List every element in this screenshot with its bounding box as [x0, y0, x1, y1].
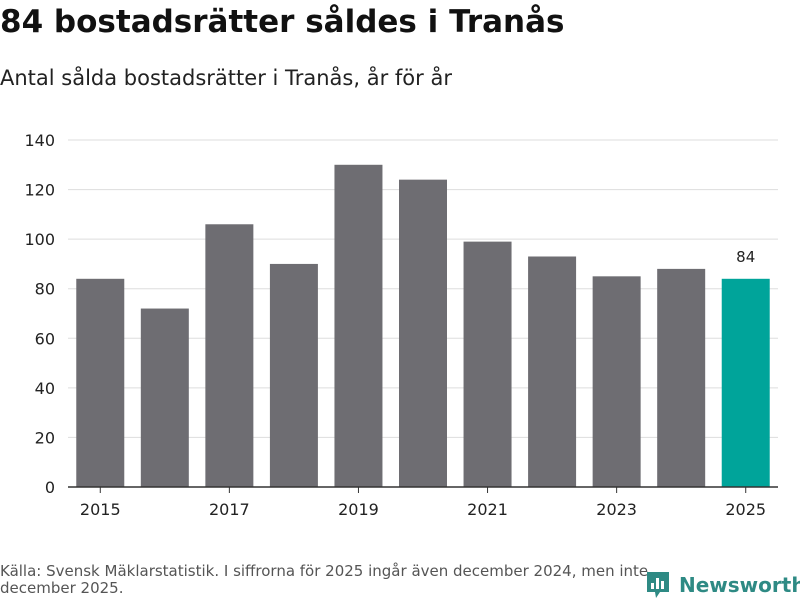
brand-logo: Newsworthy [645, 570, 800, 600]
bar-2020 [399, 179, 447, 487]
y-tick-label: 0 [45, 478, 55, 497]
chart-title: 84 bostadsrätter såldes i Tranås [0, 4, 565, 40]
newsworthy-logo-icon [647, 572, 669, 598]
x-tick-label: 2021 [467, 500, 508, 519]
x-tick-label: 2019 [338, 500, 379, 519]
y-tick-label: 40 [35, 379, 55, 398]
y-tick-label: 120 [24, 181, 55, 200]
y-tick-label: 100 [24, 230, 55, 249]
x-tick-label: 2023 [596, 500, 637, 519]
bar-2015 [76, 278, 125, 487]
bar-2022 [528, 256, 577, 487]
x-axis-ticks: 2015 2017 2019 2021 2023 2025 [80, 487, 766, 519]
x-tick-label: 2015 [80, 500, 121, 519]
bar-2024 [657, 268, 706, 487]
y-axis-ticks: 0 20 40 60 80 100 120 140 [24, 131, 55, 497]
x-tick-label: 2025 [725, 500, 766, 519]
source-note: Källa: Svensk Mäklarstatistik. I siffror… [0, 562, 649, 597]
bar-2025 [721, 278, 770, 487]
bar-2019 [334, 164, 383, 488]
chart-subtitle: Antal sålda bostadsrätter i Tranås, år f… [0, 66, 452, 90]
bar-2021 [463, 241, 512, 487]
y-tick-label: 80 [35, 280, 55, 299]
bar-2018 [269, 263, 318, 487]
x-tick-label: 2017 [209, 500, 250, 519]
data-labels: 84 [736, 248, 755, 266]
y-tick-label: 140 [24, 131, 55, 150]
bar-2023 [592, 276, 641, 487]
bar-2016 [140, 308, 189, 487]
y-tick-label: 20 [35, 428, 55, 447]
y-tick-label: 60 [35, 329, 55, 348]
brand-name: Newsworthy [679, 573, 800, 597]
data-label-2025: 84 [736, 248, 755, 266]
bar-2017 [205, 224, 254, 487]
bars [76, 164, 770, 488]
